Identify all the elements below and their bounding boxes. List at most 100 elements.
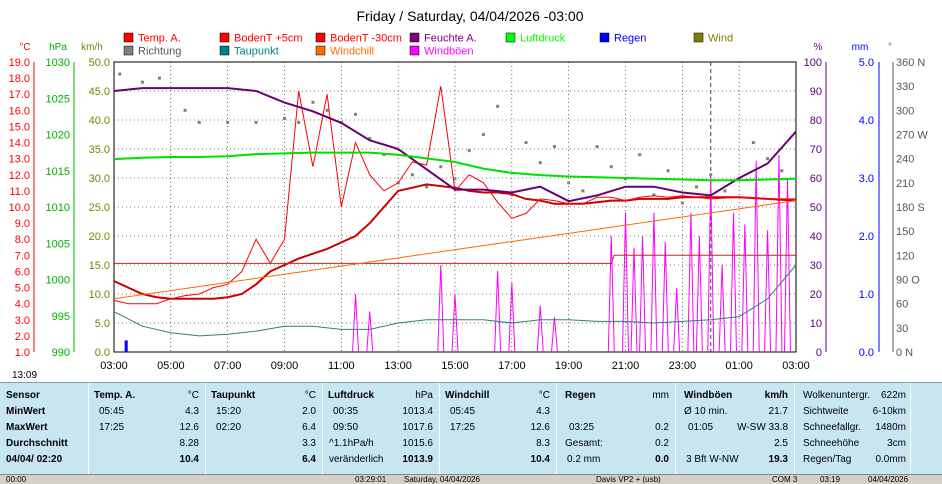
gust-spike <box>718 264 726 353</box>
status-item: 00:00 <box>6 475 27 484</box>
direction-point <box>226 120 230 124</box>
direction-point <box>751 141 755 145</box>
series-line <box>113 151 797 182</box>
stats-header: Sensor <box>6 390 40 401</box>
stats-extra-column: Wolkenuntergr. 622m Sichtweite 6-10km Sc… <box>795 383 911 475</box>
legend-swatch <box>505 32 516 43</box>
axis-tick-label: 360 N <box>896 57 925 69</box>
axis-tick-label: 40.0 <box>89 115 110 127</box>
stats-value: 21.7 <box>768 406 788 417</box>
axis-tick-label: 30 <box>896 323 908 335</box>
stats-trend: ^1.1hPa/h <box>329 438 374 449</box>
direction-point <box>140 80 144 84</box>
stats-current: 10.4 <box>530 454 550 465</box>
axis-tick-label: 1015 <box>46 166 70 178</box>
rain-bar <box>124 340 128 352</box>
stats-label: Ø 10 min. <box>684 406 728 417</box>
axis-unit-label: % <box>814 42 823 53</box>
stats-value: 0.2 <box>655 438 669 449</box>
stats-row-label: Durchschnitt <box>6 438 68 449</box>
stats-temp-column: Temp. A. °C 05:45 4.3 17:25 12.6 8.28 10… <box>89 383 206 475</box>
legend-label: Temp. A. <box>138 33 181 45</box>
stats-value: 1480m <box>875 422 906 433</box>
legend-swatch <box>693 32 704 43</box>
direction-point <box>680 201 684 205</box>
direction-point <box>538 161 542 165</box>
axis-unit-label: °C <box>19 42 30 53</box>
legend-swatch <box>315 45 326 56</box>
axis-tick-label: 10.0 <box>89 289 110 301</box>
stats-unit: hPa <box>415 390 433 401</box>
axis-tick-label: 300 <box>896 105 914 117</box>
stats-time: 05:45 <box>99 406 125 417</box>
stats-value: 0.0mm <box>875 454 906 465</box>
direction-point <box>567 181 571 185</box>
x-tick-label: 09:00 <box>271 360 299 370</box>
axis-tick-label: 13.0 <box>9 154 30 166</box>
axis-tick-label: 15.0 <box>89 260 110 272</box>
status-item: COM 3 <box>772 475 798 484</box>
series-line <box>113 183 797 300</box>
axis-tick-label: 50.0 <box>89 57 110 69</box>
axis-tick-label: 3.0 <box>15 315 30 327</box>
stats-value: 1015.6 <box>402 438 433 449</box>
axis-tick-label: 1005 <box>46 238 70 250</box>
gust-spike <box>687 212 695 353</box>
stats-unit: °C <box>304 390 316 401</box>
axis-tick-label: 10.0 <box>9 202 30 214</box>
gust-spike <box>752 160 760 353</box>
axis-tick-label: 240 <box>896 154 914 166</box>
x-tick-label: 07:00 <box>214 360 242 370</box>
stats-unit: °C <box>187 390 199 401</box>
direction-point <box>481 133 485 136</box>
status-bar: 00:00 03:29:01 Saturday, 04/04/2026 Davi… <box>0 474 942 484</box>
axis-tick-label: 1000 <box>46 275 70 287</box>
gust-spike <box>536 305 544 353</box>
stats-value: 12.6 <box>530 422 550 433</box>
series-line <box>113 200 797 300</box>
stats-label: Sichtweite <box>803 406 849 417</box>
stats-gust-column: Windböen km/h Ø 10 min. 21.7 01:05 W-SW … <box>676 383 795 475</box>
stats-header: Windchill <box>445 390 490 401</box>
legend-label: Windböen <box>424 46 474 58</box>
axis-tick-label: 210 <box>896 178 914 190</box>
stats-unit: km/h <box>764 390 788 401</box>
stats-value: 3cm <box>887 438 906 449</box>
axis-tick-label: 60 <box>896 299 908 311</box>
time-bar[interactable]: 13:09 <box>0 370 942 382</box>
stats-tendency: veränderlich <box>329 454 384 465</box>
axis-tick-label: 7.0 <box>15 250 30 262</box>
gust-spike <box>630 247 638 353</box>
series-line <box>114 254 796 264</box>
axis-tick-label: 8.0 <box>15 234 30 246</box>
stats-value: 6.4 <box>302 422 316 433</box>
direction-point <box>410 173 414 177</box>
stats-label: 3 Bft W-NW <box>686 454 739 465</box>
axis-tick-label: 1025 <box>46 93 70 105</box>
axis-tick-label: 4.0 <box>15 299 30 311</box>
axis-unit-label: hPa <box>49 42 67 53</box>
axis-tick-label: 10 <box>810 318 822 330</box>
axis-tick-label: 40 <box>810 231 822 243</box>
stats-value: 0.2 <box>655 422 669 433</box>
x-tick-label: 21:00 <box>612 360 640 370</box>
x-tick-label: 01:00 <box>725 360 753 370</box>
direction-point <box>118 72 122 76</box>
x-tick-label: 19:00 <box>555 360 583 370</box>
axis-tick-label: 12.0 <box>9 170 30 182</box>
stats-label: Regen/Tag <box>803 454 852 465</box>
axis-tick-label: 150 <box>896 226 914 238</box>
legend-swatch <box>123 45 134 56</box>
stats-value: 2.0 <box>302 406 316 417</box>
stats-time: 17:25 <box>450 422 476 433</box>
x-tick-label: 03:00 <box>100 360 128 370</box>
gust-spike <box>622 212 629 353</box>
stats-unit: °C <box>538 390 550 401</box>
direction-point <box>780 169 784 173</box>
direction-point <box>496 104 500 108</box>
series-line <box>113 86 796 305</box>
axis-tick-label: 1.0 <box>859 289 874 301</box>
direction-point <box>581 189 585 193</box>
stats-rain-column: Regen mm 03:25 0.2 Gesamt: 0.2 0.2 mm 0.… <box>557 383 676 475</box>
chart-marks <box>113 72 797 353</box>
